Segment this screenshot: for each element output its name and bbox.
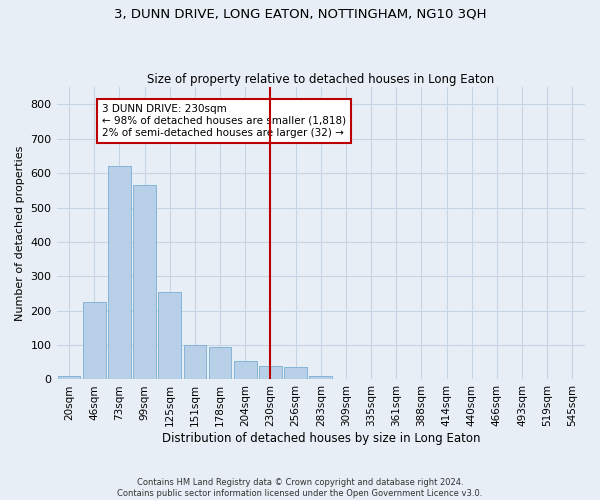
Text: Contains HM Land Registry data © Crown copyright and database right 2024.
Contai: Contains HM Land Registry data © Crown c… xyxy=(118,478,482,498)
Bar xyxy=(259,366,282,380)
Bar xyxy=(58,376,80,380)
Bar xyxy=(108,166,131,380)
Text: 3 DUNN DRIVE: 230sqm
← 98% of detached houses are smaller (1,818)
2% of semi-det: 3 DUNN DRIVE: 230sqm ← 98% of detached h… xyxy=(102,104,346,138)
Bar xyxy=(209,347,232,380)
Bar xyxy=(310,376,332,380)
X-axis label: Distribution of detached houses by size in Long Eaton: Distribution of detached houses by size … xyxy=(161,432,480,445)
Bar xyxy=(234,360,257,380)
Bar xyxy=(133,185,156,380)
Bar xyxy=(158,292,181,380)
Bar xyxy=(184,345,206,380)
Bar xyxy=(83,302,106,380)
Bar xyxy=(284,368,307,380)
Y-axis label: Number of detached properties: Number of detached properties xyxy=(15,146,25,321)
Text: 3, DUNN DRIVE, LONG EATON, NOTTINGHAM, NG10 3QH: 3, DUNN DRIVE, LONG EATON, NOTTINGHAM, N… xyxy=(114,8,486,20)
Title: Size of property relative to detached houses in Long Eaton: Size of property relative to detached ho… xyxy=(147,73,494,86)
